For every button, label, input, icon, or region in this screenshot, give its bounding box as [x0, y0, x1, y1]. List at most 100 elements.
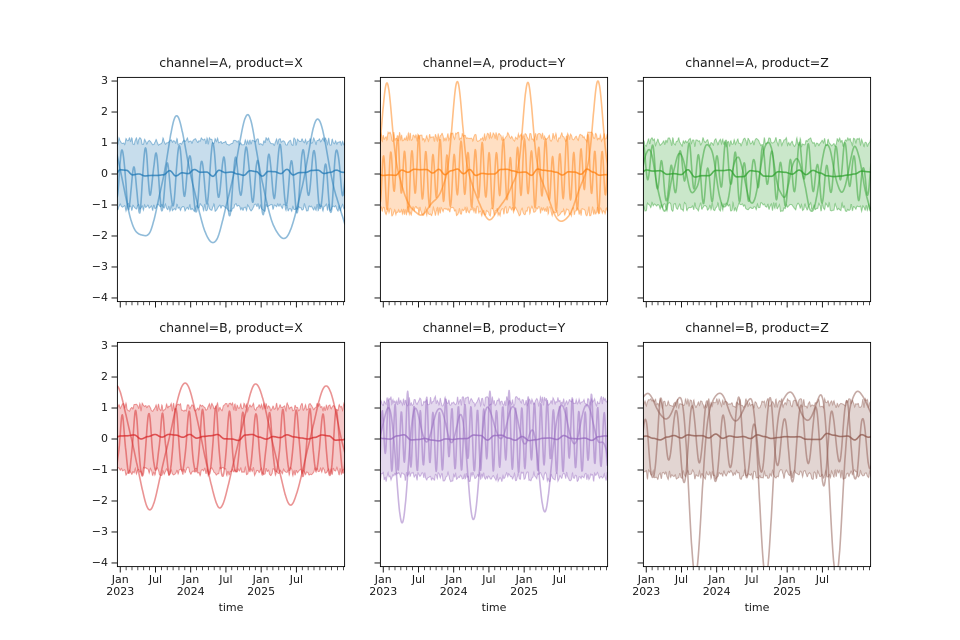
x-tick-label: Jan: [637, 573, 655, 586]
x-tick-label: 2023: [632, 585, 661, 598]
line-mean: [643, 432, 871, 441]
series-group: [380, 80, 608, 222]
x-tick-label: 2024: [439, 585, 468, 598]
plot-area-channelB-productY: [374, 341, 609, 573]
y-tick-label: 3: [101, 339, 108, 353]
series-group: [643, 390, 871, 567]
y-tick-label: −2: [91, 228, 108, 242]
band-edge: [643, 396, 871, 410]
axes-spines: [642, 341, 872, 568]
line-mean: [117, 168, 345, 178]
band-edge: [643, 135, 871, 148]
plot-area-channelA-productY: [374, 76, 609, 308]
line-seasonal-annual: [643, 390, 871, 567]
x-tick-label: Jul: [219, 573, 233, 586]
x-tick-label: 2025: [510, 585, 539, 598]
band-edge: [117, 136, 345, 147]
y-tick-label: −4: [91, 290, 108, 304]
line-mean: [380, 434, 608, 442]
line-seasonal-fast: [380, 389, 608, 474]
x-tick-label: Jul: [674, 573, 689, 586]
line-seasonal-fast: [643, 396, 871, 487]
x-tick-label: 2025: [773, 585, 802, 598]
x-tick-label: 2025: [247, 585, 276, 598]
x-tick-label: Jul: [411, 573, 426, 586]
band-edge: [643, 200, 871, 214]
band-edge: [643, 468, 871, 481]
x-tick-label: Jul: [148, 573, 163, 586]
line-mean: [380, 168, 608, 177]
x-axis-label: time: [481, 601, 507, 614]
line-seasonal-annual: [380, 80, 608, 222]
y-tick-label: 2: [101, 370, 108, 384]
subplot-title: channel=B, product=Z: [685, 320, 829, 335]
y-tick-label: 3: [101, 74, 108, 88]
y-tick-label: −1: [91, 197, 108, 211]
band-edge: [380, 394, 608, 408]
band-edge: [380, 130, 608, 144]
x-tick-label: Jan: [515, 573, 533, 586]
subplot-title: channel=A, product=Y: [422, 55, 566, 70]
subplot-channelB-productZ: channel=B, product=Z: [637, 320, 872, 573]
axes-spines: [379, 76, 609, 303]
line-seasonal-fast: [380, 134, 608, 214]
x-tick-label: Jul: [289, 573, 304, 586]
x-axis-label: time: [744, 601, 770, 614]
x-tick-label: 2024: [702, 585, 731, 598]
subplot-title: channel=B, product=Y: [422, 320, 566, 335]
plot-area-channelA-productX: [111, 76, 346, 308]
axes-spines: [116, 76, 346, 303]
x-tick-label: Jan: [182, 573, 200, 586]
band-edge: [380, 470, 608, 484]
subplot-channelB-productY: channel=B, product=Y: [374, 320, 609, 573]
series-group: [643, 135, 871, 214]
subplot-channelA-productX: channel=A, product=X: [111, 55, 346, 308]
y-tick-label: 1: [101, 401, 108, 414]
y-tick-label: 0: [101, 167, 108, 180]
subplot-title: channel=A, product=X: [159, 55, 303, 70]
series-group: [117, 113, 345, 244]
plot-area-channelB-productZ: [637, 341, 872, 573]
x-tick-label: Jan: [252, 573, 270, 586]
subplot-title: channel=B, product=X: [159, 320, 303, 335]
y-tick-label: 1: [101, 136, 108, 149]
line-seasonal-annual: [117, 382, 345, 511]
subplot-channelA-productY: channel=A, product=Y: [374, 55, 609, 308]
plot-area-channelA-productZ: [637, 76, 872, 308]
x-tick-label: Jul: [482, 573, 496, 586]
subplot-channelA-productZ: channel=A, product=Z: [637, 55, 872, 308]
x-tick-label: Jul: [745, 573, 759, 586]
plot-area-channelB-productX: [111, 341, 346, 573]
x-tick-label: 2023: [369, 585, 398, 598]
line-mean: [117, 433, 345, 442]
y-tick-label: 2: [101, 105, 108, 119]
axes-spines: [379, 341, 609, 568]
line-mean: [643, 169, 871, 178]
subplot-title: channel=A, product=Z: [685, 55, 829, 70]
subplot-channelB-productX: channel=B, product=X: [111, 320, 346, 573]
y-tick-label: −2: [91, 493, 108, 507]
y-tick-label: 0: [101, 432, 108, 445]
line-seasonal-fast: [117, 142, 345, 217]
series-group: [117, 382, 345, 511]
x-tick-label: 2023: [106, 585, 135, 598]
axes-spines: [642, 76, 872, 303]
x-tick-label: 2024: [176, 585, 205, 598]
line-seasonal-annual: [117, 113, 345, 244]
x-tick-label: Jul: [815, 573, 830, 586]
x-tick-label: Jan: [778, 573, 796, 586]
x-tick-label: Jan: [445, 573, 463, 586]
series-group: [380, 389, 608, 524]
y-tick-label: −4: [91, 555, 108, 569]
y-tick-label: −3: [91, 259, 108, 273]
x-tick-label: Jan: [708, 573, 726, 586]
band-edge: [117, 401, 345, 414]
x-tick-label: Jan: [374, 573, 392, 586]
x-axis-label: time: [218, 601, 244, 614]
y-tick-label: −3: [91, 524, 108, 538]
x-tick-label: Jan: [111, 573, 129, 586]
axes-spines: [116, 341, 346, 568]
x-tick-label: Jul: [552, 573, 567, 586]
y-tick-label: −1: [91, 462, 108, 476]
